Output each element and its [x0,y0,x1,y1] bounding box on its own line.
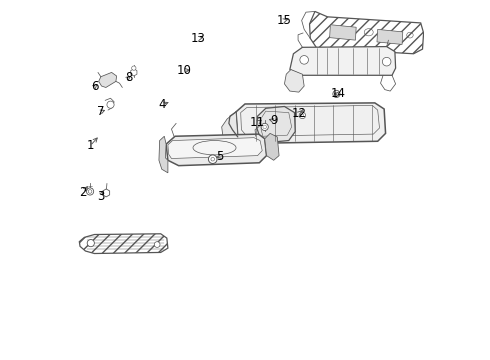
Text: 14: 14 [331,87,346,100]
Polygon shape [159,136,168,173]
Polygon shape [377,30,403,44]
Text: 15: 15 [277,14,292,27]
Polygon shape [257,107,295,142]
Circle shape [301,114,304,117]
Circle shape [154,242,160,247]
Text: 8: 8 [125,71,132,84]
Circle shape [299,112,306,119]
Text: 7: 7 [97,105,104,118]
Circle shape [382,57,391,66]
Text: 2: 2 [79,186,87,199]
Circle shape [335,92,338,96]
Text: 12: 12 [291,107,306,120]
Text: 3: 3 [97,190,104,203]
Circle shape [107,101,114,108]
Text: 4: 4 [159,98,166,111]
Polygon shape [168,138,262,158]
Circle shape [333,90,340,98]
Circle shape [261,123,269,131]
Circle shape [87,188,94,195]
Polygon shape [79,234,168,253]
Circle shape [211,157,215,161]
Text: 1: 1 [86,139,94,152]
Polygon shape [98,72,117,87]
Circle shape [208,155,217,163]
Text: 10: 10 [176,64,192,77]
Circle shape [132,66,136,70]
Polygon shape [330,25,356,40]
Circle shape [300,55,309,64]
Polygon shape [290,46,395,75]
Polygon shape [221,112,238,140]
Circle shape [263,125,267,129]
Text: 13: 13 [191,32,206,45]
Circle shape [87,239,95,247]
Polygon shape [236,103,386,143]
Text: 9: 9 [270,114,277,127]
Text: 5: 5 [216,150,223,163]
Text: 11: 11 [250,116,265,129]
Polygon shape [285,69,304,92]
Polygon shape [310,12,423,54]
Polygon shape [166,134,267,166]
Circle shape [88,190,92,193]
Text: 6: 6 [91,80,98,93]
Polygon shape [265,134,279,160]
